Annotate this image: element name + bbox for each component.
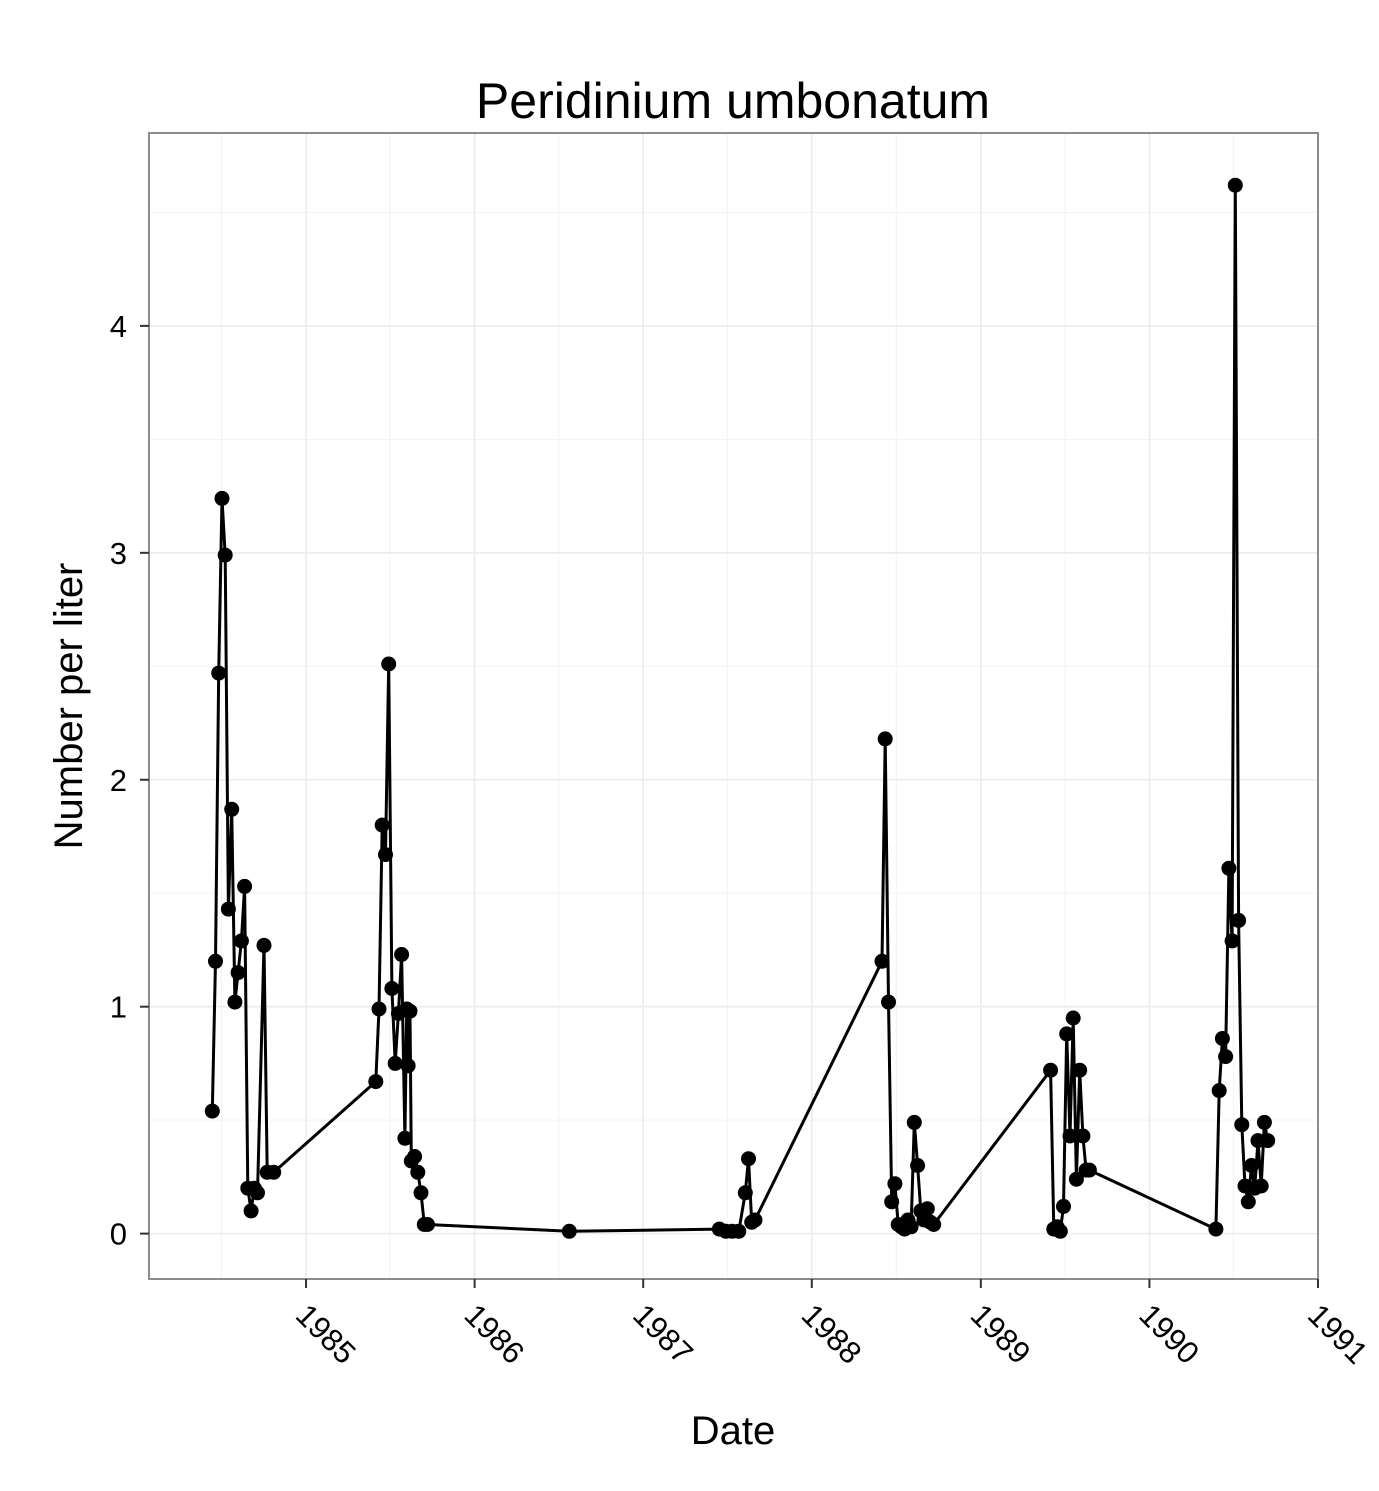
y-tick-label: 3 [110,536,127,571]
y-axis: 0 1 2 3 4 [110,309,149,1252]
y-tick-label: 2 [110,763,127,798]
data-point [410,1164,426,1180]
data-point [881,994,896,1010]
data-point [420,1217,435,1232]
data-point [387,1055,403,1071]
data-point [208,953,223,969]
data-point [1240,1194,1256,1210]
y-axis-title: Number per liter [47,563,91,850]
data-point [1224,933,1240,949]
data-point [1208,1221,1224,1237]
data-point [256,937,272,953]
data-point [1062,1128,1078,1144]
data-point [1052,1223,1068,1239]
data-point [407,1149,423,1164]
x-tick-label: 1990 [1132,1297,1206,1371]
data-point [227,994,243,1010]
x-tick-label: 1988 [795,1297,869,1371]
data-point [919,1201,935,1217]
data-point [1221,860,1237,876]
data-point [250,1185,265,1201]
data-point [1227,177,1243,193]
data-point [384,981,400,996]
data-point [887,1176,903,1192]
data-point [877,731,893,747]
data-point [204,1103,220,1119]
data-point [561,1223,577,1239]
data-point [230,965,246,981]
data-point [906,1114,922,1130]
data-point [1072,1062,1088,1078]
data-point [874,953,890,969]
data-point [371,1001,387,1017]
data-point [1081,1162,1097,1178]
data-point [378,847,393,863]
data-point [1218,1049,1234,1065]
chart-title: Peridinium umbonatum [476,73,990,129]
data-point [211,665,227,681]
data-point [217,547,233,563]
x-tick-label: 1985 [289,1297,363,1371]
data-point [1253,1178,1269,1194]
x-tick-label: 1991 [1301,1297,1375,1371]
data-point [910,1158,926,1173]
x-axis-title: Date [691,1409,776,1453]
data-point [1234,1117,1250,1133]
data-point [413,1185,429,1201]
data-point [381,656,397,672]
data-point [1075,1128,1091,1144]
data-point [1043,1062,1059,1078]
data-point [737,1185,753,1201]
data-point [903,1219,919,1235]
data-point [1214,1031,1230,1046]
data-point [266,1164,282,1180]
data-point [402,1003,418,1019]
data-point [1256,1114,1272,1130]
x-tick-label: 1989 [964,1297,1038,1371]
data-point [1056,1198,1071,1214]
data-point [1059,1026,1075,1042]
panel-border [148,132,1319,1280]
data-point [368,1074,384,1090]
x-tick-label: 1987 [626,1297,700,1371]
data-point [394,947,410,962]
y-tick-label: 1 [110,990,127,1025]
data-point [1068,1171,1084,1187]
data-point [926,1217,942,1232]
series-layer [204,177,1276,1239]
data-point [214,490,230,506]
y-tick-label: 4 [110,309,127,344]
data-point [1231,912,1247,928]
panel-background [149,133,1318,1279]
data-point [1211,1083,1227,1099]
data-point [374,817,390,833]
data-point [884,1194,900,1210]
data-point [400,1058,416,1074]
y-tick-label: 0 [110,1217,127,1252]
data-point [237,878,253,894]
data-point [731,1223,747,1239]
data-point [1065,1010,1081,1026]
x-tick-label: 1986 [458,1297,532,1371]
data-point [747,1212,763,1228]
data-point [224,801,240,817]
data-point [1244,1158,1259,1173]
data-point [397,1130,413,1146]
data-point [243,1203,259,1219]
data-point [220,901,236,917]
data-point [233,933,249,949]
x-axis: 1985 1986 1987 1988 1989 1990 1991 [289,1279,1375,1371]
data-point [1260,1133,1276,1149]
data-point [741,1151,756,1167]
